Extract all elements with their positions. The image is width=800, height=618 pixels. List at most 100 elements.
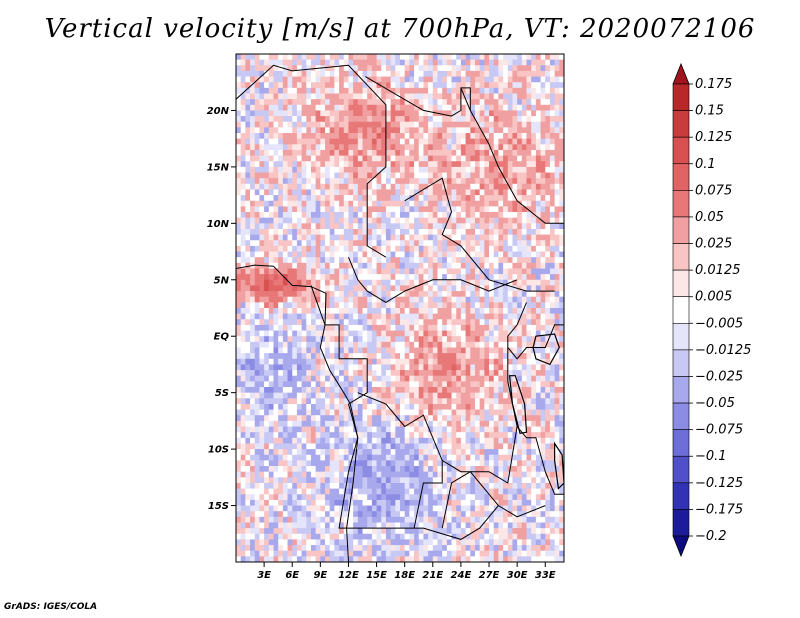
field-cell (409, 149, 415, 157)
field-cell (470, 336, 476, 343)
field-cell (540, 347, 546, 354)
field-cell (367, 223, 373, 230)
field-cell (409, 437, 415, 445)
field-cell (521, 155, 528, 162)
field-cell (353, 375, 359, 382)
field-cell (404, 59, 410, 66)
field-cell (442, 212, 448, 219)
field-cell (339, 234, 345, 241)
field-cell (250, 358, 256, 366)
field-cell (268, 228, 275, 236)
field-cell (470, 70, 476, 78)
field-cell (521, 54, 528, 61)
field-cell (254, 116, 261, 123)
field-cell (339, 70, 345, 78)
field-cell (545, 245, 551, 253)
field-cell (395, 87, 401, 95)
field-cell (385, 155, 392, 162)
field-cell (535, 195, 542, 202)
field-cell (409, 206, 415, 213)
field-cell (460, 347, 467, 354)
field-cell (353, 223, 359, 230)
field-cell (451, 285, 457, 292)
field-cell (460, 415, 467, 422)
field-cell (306, 341, 312, 349)
field-cell (479, 99, 485, 106)
field-cell (273, 409, 279, 416)
field-cell (390, 347, 396, 354)
field-cell (381, 274, 387, 281)
field-cell (259, 268, 265, 275)
field-cell (493, 54, 499, 61)
field-cell (348, 121, 354, 128)
field-cell (315, 59, 321, 66)
field-cell (460, 403, 467, 411)
field-cell (451, 358, 457, 366)
field-cell (507, 449, 514, 456)
field-cell (367, 234, 373, 241)
field-cell (292, 76, 298, 83)
field-cell (507, 104, 514, 112)
field-cell (503, 330, 509, 337)
field-cell (259, 426, 265, 433)
field-cell (292, 347, 298, 354)
field-cell (498, 133, 504, 140)
field-cell (315, 93, 321, 100)
field-cell (301, 392, 307, 399)
field-cell (259, 398, 265, 405)
field-cell (559, 336, 564, 343)
field-cell (357, 228, 364, 236)
field-cell (423, 189, 429, 196)
field-cell (348, 183, 354, 191)
field-cell (325, 375, 331, 382)
field-cell (371, 415, 378, 422)
field-cell (512, 144, 518, 151)
field-cell (493, 166, 499, 174)
field-cell (357, 347, 364, 354)
field-cell (315, 195, 321, 202)
field-cell (395, 99, 401, 106)
field-cell (517, 262, 523, 270)
field-cell (451, 212, 457, 219)
field-cell (296, 336, 303, 343)
field-cell (339, 104, 345, 112)
field-cell (526, 262, 532, 270)
field-cell (559, 319, 564, 326)
field-cell (526, 133, 532, 140)
field-cell (484, 138, 490, 145)
field-cell (470, 279, 476, 287)
field-cell (465, 415, 471, 422)
field-cell (306, 319, 312, 326)
field-cell (554, 296, 560, 303)
field-cell (390, 291, 396, 298)
field-cell (334, 82, 340, 89)
field-cell (507, 149, 514, 157)
field-cell (474, 364, 481, 371)
field-cell (545, 172, 551, 179)
field-cell (278, 437, 284, 445)
field-cell (460, 183, 467, 191)
field-cell (320, 251, 326, 258)
field-cell (479, 398, 485, 405)
field-cell (409, 409, 415, 416)
field-cell (245, 291, 251, 298)
field-cell (432, 336, 439, 343)
field-cell (320, 381, 326, 388)
field-cell (400, 375, 406, 382)
field-cell (343, 324, 350, 332)
field-cell (484, 155, 490, 162)
field-cell (273, 70, 279, 78)
field-cell (236, 251, 242, 258)
field-cell (254, 279, 261, 287)
field-cell (296, 257, 303, 264)
field-cell (451, 206, 457, 213)
field-cell (315, 454, 321, 461)
field-cell (526, 364, 532, 371)
field-cell (451, 268, 457, 275)
field-cell (423, 347, 429, 354)
field-cell (245, 240, 251, 247)
field-cell (320, 93, 326, 100)
field-cell (493, 274, 499, 281)
field-cell (526, 370, 532, 377)
field-cell (400, 437, 406, 445)
